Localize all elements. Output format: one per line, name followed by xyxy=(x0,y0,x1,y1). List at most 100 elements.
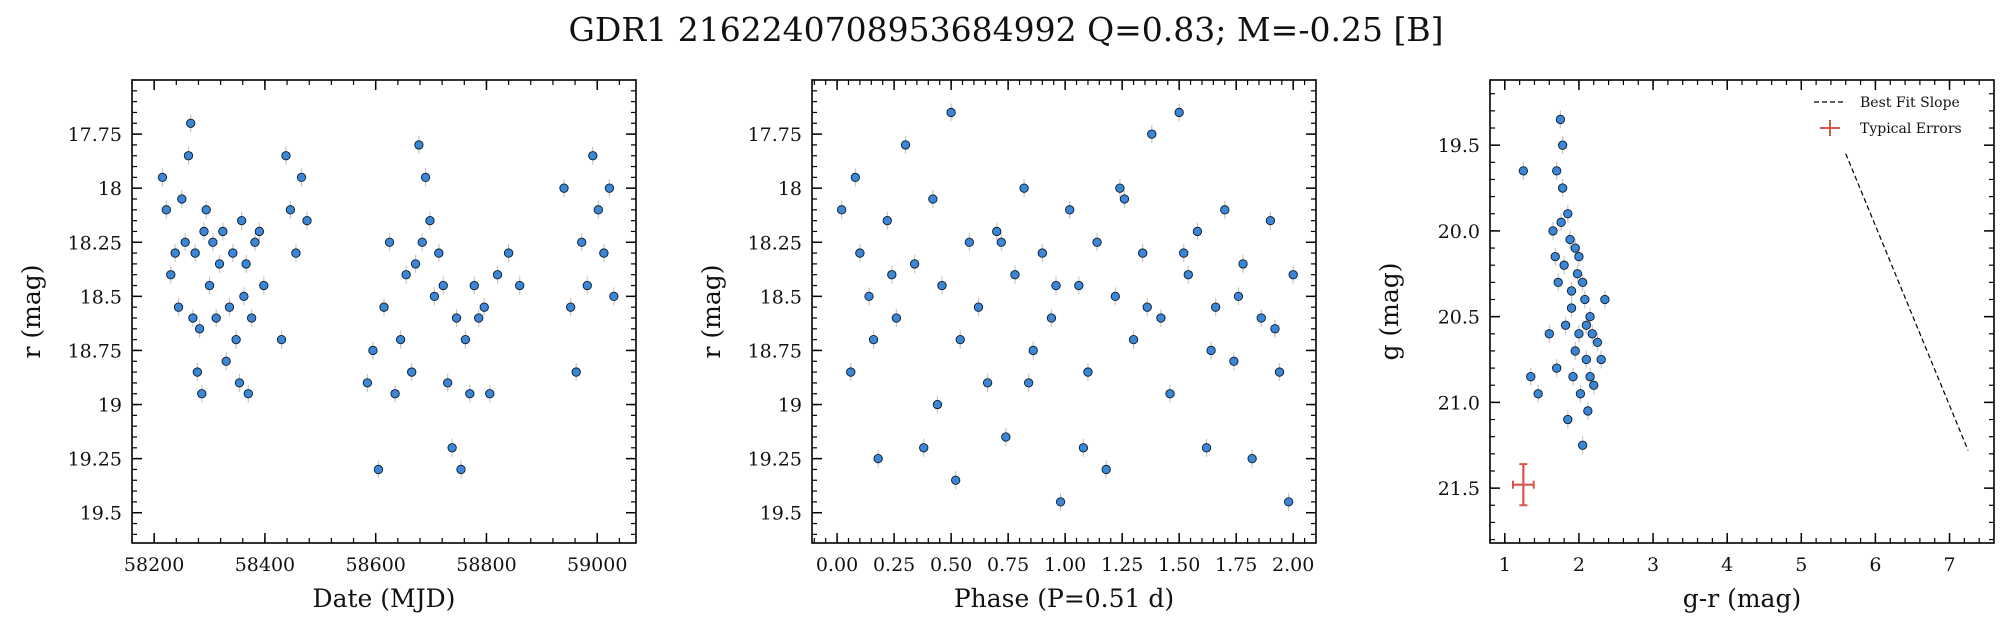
data-point xyxy=(434,248,444,258)
data-point xyxy=(1548,226,1558,236)
x-tick-label: 58400 xyxy=(235,554,295,576)
data-point xyxy=(1580,294,1590,305)
data-point xyxy=(460,334,471,345)
data-point xyxy=(161,205,171,215)
data-point xyxy=(836,205,847,215)
data-point xyxy=(887,270,897,280)
y-tick-label: 19.25 xyxy=(748,449,802,471)
data-point xyxy=(1556,217,1566,227)
data-point xyxy=(451,313,462,323)
phased-lightcurve-panel: 0.00 0.25 0.50 0.75 1.00 1.25 1.50 1.75 2.00 17.7… xyxy=(697,79,1317,613)
x-tick-label: 1.75 xyxy=(1215,554,1257,576)
data-point xyxy=(1563,414,1573,425)
data-point xyxy=(1115,183,1125,193)
data-point xyxy=(1570,243,1580,253)
data-point xyxy=(1065,205,1075,215)
data-point xyxy=(368,345,378,356)
data-point xyxy=(186,118,196,128)
y-tick-label: 19.5 xyxy=(80,503,122,525)
data-point xyxy=(1174,107,1184,118)
data-point xyxy=(973,302,984,312)
data-point xyxy=(1572,269,1583,279)
data-point xyxy=(1270,324,1280,334)
axes-frame xyxy=(811,79,1317,544)
data-point xyxy=(173,302,184,312)
y-tick-label: 21.0 xyxy=(1438,392,1480,414)
data-point xyxy=(1581,354,1592,365)
data-point xyxy=(1024,378,1034,388)
data-point xyxy=(565,302,576,312)
data-point xyxy=(1574,329,1584,339)
y-tick-label: 18 xyxy=(778,178,802,200)
data-point xyxy=(846,367,856,377)
data-point xyxy=(588,151,598,161)
data-point xyxy=(1544,329,1554,339)
y-tick-label: 19 xyxy=(778,395,802,417)
data-point xyxy=(1165,389,1175,399)
data-point xyxy=(204,280,215,291)
y-tick-label: 19.5 xyxy=(760,503,802,525)
data-point xyxy=(599,248,609,258)
x-axis-label: Phase (P=0.51 d) xyxy=(954,584,1174,613)
data-point xyxy=(190,248,200,258)
y-tick-label: 21.5 xyxy=(1438,478,1480,500)
y-tick-label: 19.5 xyxy=(1438,135,1480,157)
x-tick-label: 4 xyxy=(1721,554,1733,576)
data-point xyxy=(208,237,218,247)
data-point xyxy=(302,215,312,226)
data-point xyxy=(259,280,269,291)
data-point xyxy=(996,237,1006,247)
data-point xyxy=(425,215,435,226)
data-point xyxy=(891,313,902,323)
data-point xyxy=(1092,237,1102,247)
data-point xyxy=(1274,367,1285,377)
data-point xyxy=(183,151,194,161)
data-point xyxy=(194,324,205,334)
data-point xyxy=(1028,345,1038,356)
data-point xyxy=(1566,286,1577,296)
data-point xyxy=(231,334,241,345)
x-tick-label: 58600 xyxy=(345,554,405,576)
data-point xyxy=(582,280,592,291)
x-tick-label: 7 xyxy=(1943,554,1955,576)
x-tick-label: 5 xyxy=(1795,554,1807,576)
data-point xyxy=(192,367,203,377)
x-tick-label: 0.75 xyxy=(987,554,1029,576)
data-point xyxy=(928,194,938,204)
color-magnitude-panel: 1 2 3 4 5 6 7 19.5 20.0 20.5 21.0 21.5 g-r (mag) g (m… xyxy=(1375,79,1995,613)
data-point xyxy=(593,205,603,215)
data-point xyxy=(1552,363,1562,373)
data-point xyxy=(571,367,581,377)
data-point xyxy=(1288,270,1298,280)
data-point xyxy=(429,291,440,302)
x-tick-label: 2 xyxy=(1573,554,1585,576)
data-point xyxy=(937,280,947,291)
data-point xyxy=(1119,194,1130,204)
data-point xyxy=(243,389,253,399)
data-point xyxy=(479,302,489,312)
data-point xyxy=(1220,205,1230,215)
data-point xyxy=(276,334,287,345)
data-point xyxy=(955,334,965,345)
y-tick-label: 18.75 xyxy=(748,340,802,362)
data-point xyxy=(1566,303,1577,313)
data-point xyxy=(1555,114,1566,125)
data-point xyxy=(221,356,231,366)
data-point xyxy=(1570,346,1580,356)
data-point xyxy=(1142,302,1152,312)
data-point xyxy=(291,248,301,258)
best-fit-slope-line xyxy=(1845,153,1969,451)
y-tick-label: 17.75 xyxy=(748,124,802,146)
data-point xyxy=(465,389,475,399)
data-point xyxy=(850,172,860,183)
x-tick-label: 1.25 xyxy=(1101,554,1143,576)
data-point xyxy=(1201,443,1212,453)
data-point xyxy=(1589,380,1599,390)
data-point xyxy=(395,334,406,345)
y-tick-label: 19.25 xyxy=(68,449,122,471)
data-point xyxy=(1565,234,1575,245)
data-point xyxy=(407,367,417,377)
data-point xyxy=(390,389,400,399)
lightcurve-panel: 58200 58400 58600 58800 59000 17.75 18 18.25 18.… xyxy=(17,79,637,613)
